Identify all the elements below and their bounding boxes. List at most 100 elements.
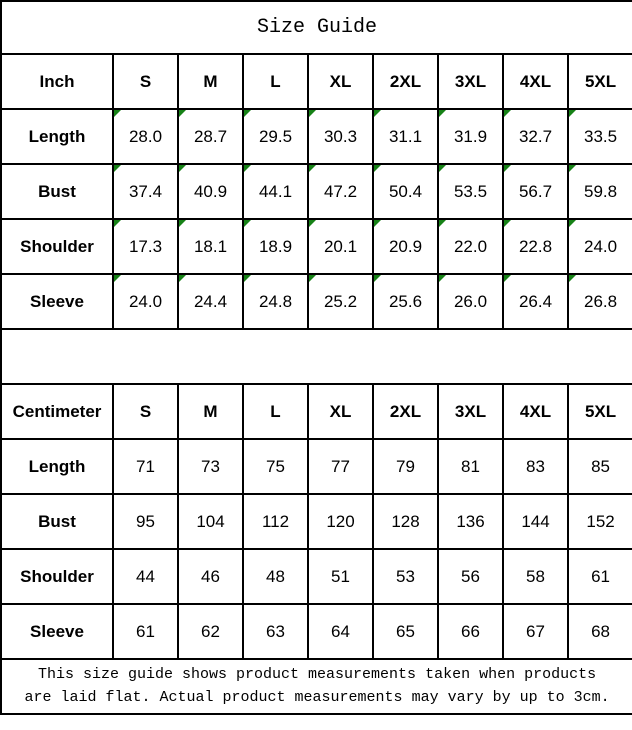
value-cell: 40.9 (177, 163, 244, 220)
value-cell: 31.9 (437, 108, 504, 165)
value-cell: 44 (112, 548, 179, 605)
size-header-5xl: 5XL (566, 53, 632, 110)
value-cell: 66 (437, 603, 504, 660)
cm-header-row: Centimeter S M L XL 2XL 3XL 4XL 5XL (0, 383, 632, 440)
inch-header-row: Inch S M L XL 2XL 3XL 4XL 5XL (0, 53, 632, 110)
cell-value: 29.5 (258, 126, 293, 146)
green-triangle-icon (310, 276, 316, 282)
cell-value: 28.7 (193, 126, 228, 146)
cell-value: 40.9 (193, 181, 228, 201)
size-header-3xl: 3XL (437, 383, 504, 440)
green-triangle-icon (505, 221, 511, 227)
cell-value: 53.5 (453, 181, 488, 201)
green-triangle-icon (310, 221, 316, 227)
green-triangle-icon (505, 276, 511, 282)
green-triangle-icon (245, 166, 251, 172)
value-cell: 30.3 (307, 108, 374, 165)
size-header-s: S (112, 383, 179, 440)
value-cell: 77 (307, 438, 374, 495)
size-header-m: M (177, 383, 244, 440)
value-cell: 120 (307, 493, 374, 550)
value-cell: 81 (437, 438, 504, 495)
value-cell: 24.0 (112, 273, 179, 330)
value-cell: 20.1 (307, 218, 374, 275)
row-label-sleeve: Sleeve (0, 273, 114, 330)
value-cell: 112 (242, 493, 309, 550)
size-header-5xl: 5XL (566, 383, 632, 440)
cell-value: 18.1 (193, 236, 228, 256)
green-triangle-icon (180, 276, 186, 282)
size-header-l: L (242, 383, 309, 440)
green-triangle-icon (375, 111, 381, 117)
value-cell: 68 (566, 603, 632, 660)
green-triangle-icon (440, 276, 446, 282)
title-row: Size Guide (0, 0, 632, 55)
value-cell: 152 (566, 493, 632, 550)
green-triangle-icon (505, 166, 511, 172)
green-triangle-icon (245, 111, 251, 117)
value-cell: 32.7 (502, 108, 569, 165)
value-cell: 65 (372, 603, 439, 660)
value-cell: 24.4 (177, 273, 244, 330)
footer-note: This size guide shows product measuremen… (0, 658, 632, 715)
cell-value: 44.1 (258, 181, 293, 201)
green-triangle-icon (570, 111, 576, 117)
value-cell: 128 (372, 493, 439, 550)
cell-value: 32.7 (518, 126, 553, 146)
value-cell: 51 (307, 548, 374, 605)
value-cell: 33.5 (566, 108, 632, 165)
row-label-bust: Bust (0, 163, 114, 220)
cell-value: 24.0 (128, 291, 163, 311)
green-triangle-icon (570, 166, 576, 172)
spacer-cell (0, 328, 632, 385)
value-cell: 73 (177, 438, 244, 495)
cell-value: 56.7 (518, 181, 553, 201)
row-label-shoulder: Shoulder (0, 548, 114, 605)
value-cell: 67 (502, 603, 569, 660)
cell-value: 25.6 (388, 291, 423, 311)
size-header-4xl: 4XL (502, 383, 569, 440)
value-cell: 85 (566, 438, 632, 495)
spacer-row (0, 328, 632, 385)
cell-value: 26.4 (518, 291, 553, 311)
value-cell: 28.0 (112, 108, 179, 165)
size-header-s: S (112, 53, 179, 110)
cm-sleeve-row: Sleeve 61 62 63 64 65 66 67 68 (0, 603, 632, 660)
value-cell: 31.1 (372, 108, 439, 165)
unit-header-inch: Inch (0, 53, 114, 110)
cell-value: 24.0 (584, 236, 618, 256)
green-triangle-icon (570, 276, 576, 282)
value-cell: 136 (437, 493, 504, 550)
inch-sleeve-row: Sleeve 24.0 24.4 24.8 25.2 25.6 26.0 26.… (0, 273, 632, 330)
value-cell: 26.8 (566, 273, 632, 330)
green-triangle-icon (570, 221, 576, 227)
value-cell: 75 (242, 438, 309, 495)
value-cell: 46 (177, 548, 244, 605)
value-cell: 24.0 (566, 218, 632, 275)
value-cell: 26.4 (502, 273, 569, 330)
inch-shoulder-row: Shoulder 17.3 18.1 18.9 20.1 20.9 22.0 2… (0, 218, 632, 275)
size-header-4xl: 4XL (502, 53, 569, 110)
green-triangle-icon (505, 111, 511, 117)
inch-bust-row: Bust 37.4 40.9 44.1 47.2 50.4 53.5 56.7 … (0, 163, 632, 220)
value-cell: 37.4 (112, 163, 179, 220)
cell-value: 22.0 (453, 236, 488, 256)
value-cell: 56 (437, 548, 504, 605)
green-triangle-icon (180, 111, 186, 117)
value-cell: 62 (177, 603, 244, 660)
green-triangle-icon (440, 221, 446, 227)
value-cell: 83 (502, 438, 569, 495)
value-cell: 48 (242, 548, 309, 605)
size-header-xl: XL (307, 53, 374, 110)
cell-value: 25.2 (323, 291, 358, 311)
cell-value: 47.2 (323, 181, 358, 201)
value-cell: 47.2 (307, 163, 374, 220)
value-cell: 95 (112, 493, 179, 550)
green-triangle-icon (310, 111, 316, 117)
value-cell: 20.9 (372, 218, 439, 275)
size-guide-table: Size Guide Inch S M L XL 2XL 3XL 4XL 5XL… (0, 0, 632, 715)
green-triangle-icon (440, 166, 446, 172)
value-cell: 61 (566, 548, 632, 605)
cm-length-row: Length 71 73 75 77 79 81 83 85 (0, 438, 632, 495)
green-triangle-icon (440, 111, 446, 117)
